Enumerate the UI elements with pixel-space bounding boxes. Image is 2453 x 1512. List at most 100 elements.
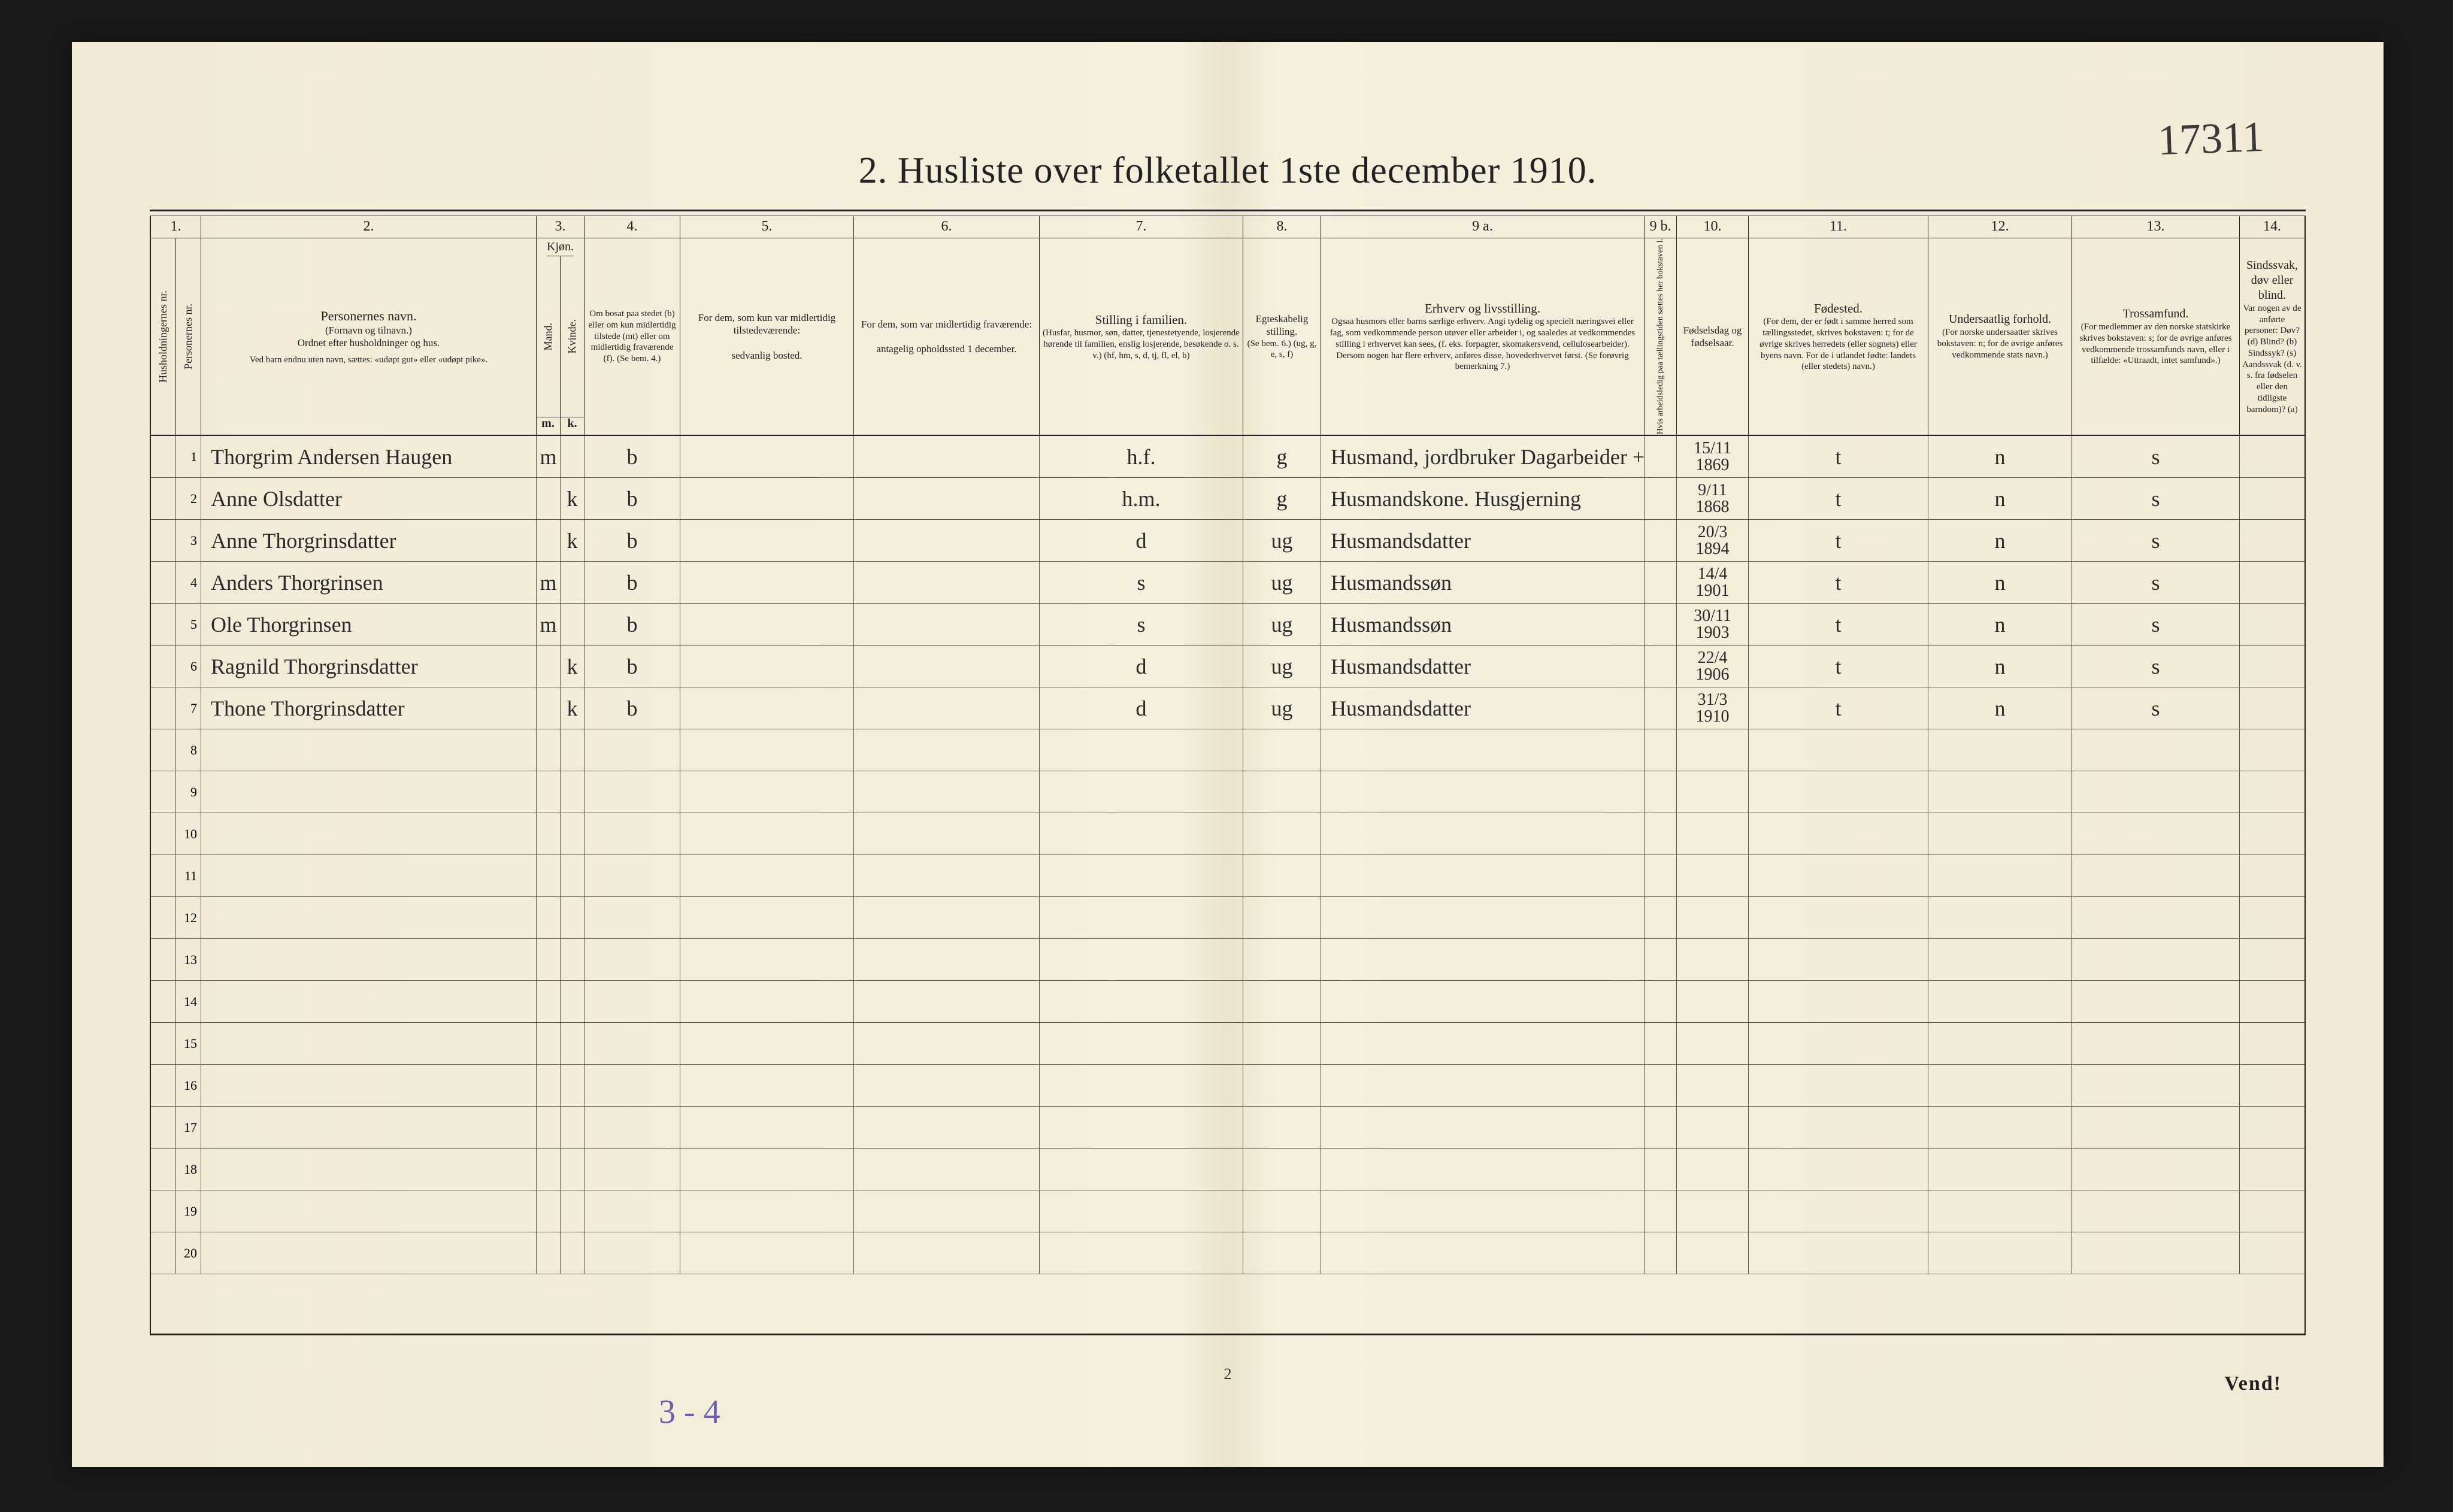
cell-family-position <box>1040 771 1243 813</box>
cell-residence <box>585 897 680 938</box>
cell-sex-k <box>561 981 585 1022</box>
cell-residence <box>585 1190 680 1232</box>
header-temp-absent: For dem, som var midlertidig fraværende:… <box>854 238 1040 435</box>
cell-marital <box>1243 1065 1321 1106</box>
cell-citizenship <box>1928 1232 2072 1274</box>
cell-birthplace <box>1749 1065 1928 1106</box>
cell-unemployed <box>1645 1149 1677 1190</box>
cell-family-position <box>1040 1107 1243 1148</box>
cell-temp-present <box>680 771 854 813</box>
cell-unemployed <box>1645 520 1677 561</box>
cell-temp-absent <box>854 687 1040 729</box>
cell-temp-present <box>680 604 854 645</box>
cell-disability <box>2240 1023 2304 1064</box>
colnum: 12. <box>1928 216 2072 238</box>
cell-sex-k <box>561 436 585 477</box>
cell-birthplace <box>1749 855 1928 896</box>
table-row: 13 <box>151 939 2304 981</box>
cell-person-nr: 16 <box>176 1065 201 1106</box>
cell-disability <box>2240 1107 2304 1148</box>
cell-family-position: s <box>1040 604 1243 645</box>
cell-temp-absent <box>854 478 1040 519</box>
cell-religion <box>2072 1107 2240 1148</box>
cell-birthdate <box>1677 813 1749 855</box>
cell-citizenship <box>1928 897 2072 938</box>
cell-temp-present <box>680 520 854 561</box>
cell-family-position <box>1040 897 1243 938</box>
cell-sex-k: k <box>561 687 585 729</box>
cell-disability <box>2240 855 2304 896</box>
cell-household <box>151 478 176 519</box>
cell-sex-m: m <box>537 604 561 645</box>
cell-sex-k <box>561 771 585 813</box>
cell-birthplace <box>1749 897 1928 938</box>
cell-birthdate <box>1677 939 1749 980</box>
cell-birthplace: t <box>1749 646 1928 687</box>
cell-unemployed <box>1645 1065 1677 1106</box>
rule-line <box>150 210 2306 211</box>
cell-person-nr: 9 <box>176 771 201 813</box>
cell-occupation <box>1321 1149 1645 1190</box>
cell-marital <box>1243 771 1321 813</box>
cell-person-nr: 20 <box>176 1232 201 1274</box>
cell-disability <box>2240 604 2304 645</box>
cell-temp-absent <box>854 520 1040 561</box>
table-row: 3Anne ThorgrinsdatterkbdugHusmandsdatter… <box>151 520 2304 562</box>
cell-marital <box>1243 981 1321 1022</box>
table-row: 15 <box>151 1023 2304 1065</box>
table-row: 2Anne Olsdatterkbh.m.gHusmandskone. Husg… <box>151 478 2304 520</box>
cell-religion <box>2072 729 2240 771</box>
cell-occupation <box>1321 939 1645 980</box>
cell-occupation <box>1321 1190 1645 1232</box>
cell-temp-present <box>680 729 854 771</box>
header-citizenship: Undersaatlig forhold. (For norske unders… <box>1928 238 2072 435</box>
cell-birthplace <box>1749 1107 1928 1148</box>
cell-religion <box>2072 1149 2240 1190</box>
cell-disability <box>2240 897 2304 938</box>
cell-citizenship: n <box>1928 687 2072 729</box>
header-unemployed: Hvis arbeidsledig paa tællingstiden sætt… <box>1645 238 1677 435</box>
cell-birthdate <box>1677 855 1749 896</box>
cell-birthdate: 14/41901 <box>1677 562 1749 603</box>
cell-family-position: h.f. <box>1040 436 1243 477</box>
cell-name <box>201 981 537 1022</box>
cell-temp-present <box>680 855 854 896</box>
cell-person-nr: 12 <box>176 897 201 938</box>
cell-temp-present <box>680 1149 854 1190</box>
cell-unemployed <box>1645 1107 1677 1148</box>
cell-marital <box>1243 939 1321 980</box>
cell-religion <box>2072 1023 2240 1064</box>
cell-household <box>151 813 176 855</box>
cell-name: Anne Olsdatter <box>201 478 537 519</box>
cell-family-position: d <box>1040 687 1243 729</box>
pencil-annotation: 3 - 4 <box>659 1393 720 1431</box>
cell-marital: ug <box>1243 520 1321 561</box>
cell-sex-m <box>537 1232 561 1274</box>
cell-religion: s <box>2072 436 2240 477</box>
cell-family-position <box>1040 855 1243 896</box>
cell-name <box>201 771 537 813</box>
cell-household <box>151 1232 176 1274</box>
cell-household <box>151 1065 176 1106</box>
header-name: Personernes navn. (Fornavn og tilnavn.) … <box>201 238 537 435</box>
cell-occupation <box>1321 897 1645 938</box>
table-row: 16 <box>151 1065 2304 1107</box>
cell-citizenship <box>1928 1190 2072 1232</box>
colnum: 6. <box>854 216 1040 238</box>
cell-citizenship <box>1928 771 2072 813</box>
cell-sex-m <box>537 1190 561 1232</box>
header-sex: Kjøn. Mand. Kvinde. m.k. <box>537 238 585 435</box>
cell-name <box>201 813 537 855</box>
header-occupation: Erhverv og livsstilling. Ogsaa husmors e… <box>1321 238 1645 435</box>
cell-occupation <box>1321 1232 1645 1274</box>
cell-family-position: h.m. <box>1040 478 1243 519</box>
cell-marital: ug <box>1243 687 1321 729</box>
cell-household <box>151 939 176 980</box>
colnum: 7. <box>1040 216 1243 238</box>
cell-occupation <box>1321 1065 1645 1106</box>
cell-unemployed <box>1645 1023 1677 1064</box>
cell-birthdate: 20/31894 <box>1677 520 1749 561</box>
cell-birthplace <box>1749 771 1928 813</box>
cell-disability <box>2240 771 2304 813</box>
cell-household <box>151 520 176 561</box>
